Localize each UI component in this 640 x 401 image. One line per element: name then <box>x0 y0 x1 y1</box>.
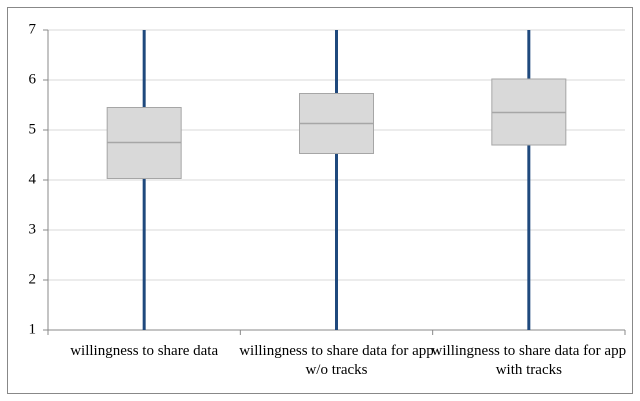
y-tick-label: 7 <box>29 21 37 37</box>
y-tick-label: 2 <box>29 271 37 287</box>
y-tick-label: 4 <box>29 171 37 187</box>
y-tick-label: 1 <box>29 321 37 337</box>
x-tick-label: willingness to share data for app w/o tr… <box>239 343 434 378</box>
chart-border <box>7 7 633 394</box>
x-tick-label: willingness to share data <box>70 343 219 359</box>
x-tick-label: willingness to share data for app with t… <box>431 343 627 378</box>
y-tick-label: 5 <box>29 121 37 137</box>
y-tick-label: 6 <box>29 71 37 87</box>
y-tick-label: 3 <box>29 221 37 237</box>
